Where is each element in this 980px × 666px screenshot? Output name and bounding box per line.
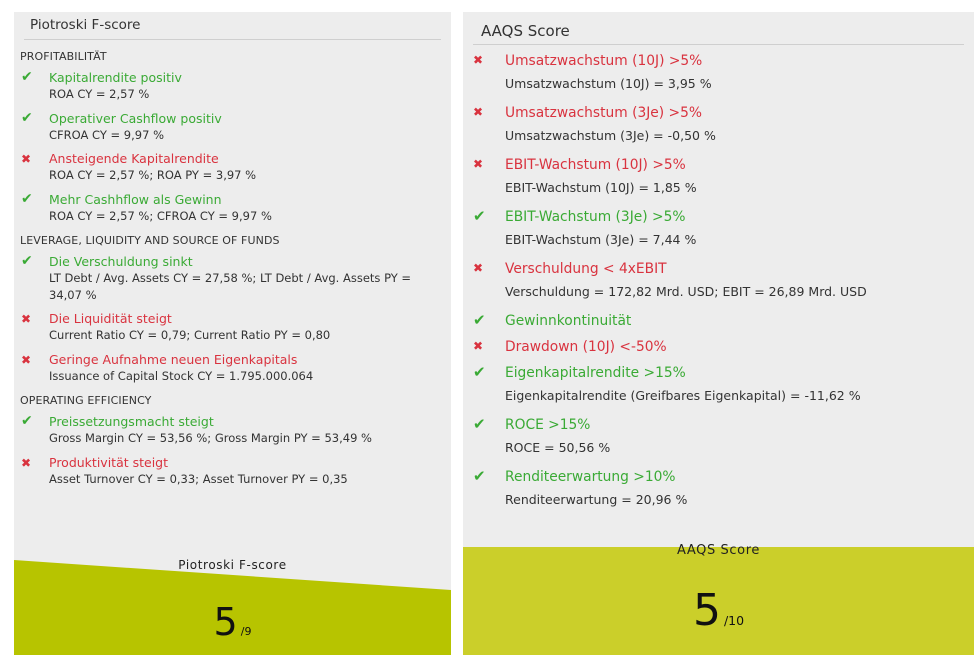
criterion-item: ✖ Produktivität steigt Asset Turnover CY =… — [14, 454, 451, 488]
criterion-detail: ROA CY = 2,57 %; CFROA CY = 9,97 % — [49, 208, 272, 223]
criterion-label: Produktivität steigt — [49, 454, 169, 470]
criterion-item: ✖ EBIT-Wachstum (10J) >5% EBIT-Wachstum (1… — [463, 155, 974, 198]
check-icon: ✔ — [21, 190, 33, 207]
section-heading: LEVERAGE, LIQUIDITY AND SOURCE OF FUNDS — [20, 234, 280, 247]
cross-icon: ✖ — [21, 152, 32, 166]
criterion-detail: Umsatzwachstum (3Je) = -0,50 % — [505, 128, 716, 143]
criterion-label: Geringe Aufnahme neuen Eigenkapitals — [49, 351, 298, 367]
piotroski-score-block: Piotroski F-score 5/9 — [14, 558, 451, 655]
criterion-item: ✔ Mehr Cashhflow als Gewinn ROA CY = 2,57 … — [14, 191, 451, 225]
criterion-item: ✔ Die Verschuldung sinkt LT Debt / Avg. As… — [14, 253, 451, 303]
cross-icon: ✖ — [473, 157, 484, 171]
section-heading: PROFITABILITÄT — [20, 50, 107, 63]
criterion-detail: EBIT-Wachstum (3Je) = 7,44 % — [505, 232, 697, 247]
criterion-item: ✖ Ansteigende Kapitalrendite ROA CY = 2,57… — [14, 150, 451, 184]
criterion-detail: Asset Turnover CY = 0,33; Asset Turnover… — [49, 471, 348, 486]
check-icon: ✔ — [473, 363, 486, 381]
aaqs-criteria: ✖ Umsatzwachstum (10J) >5% Umsatzwachstum … — [463, 51, 974, 510]
check-icon: ✔ — [473, 415, 486, 433]
aaqs-score-block: AAQS Score 5/10 — [463, 543, 974, 655]
cross-icon: ✖ — [21, 312, 32, 326]
criterion-detail: ROA CY = 2,57 % — [49, 87, 150, 101]
criterion-label: Die Verschuldung sinkt — [49, 254, 193, 269]
cross-icon: ✖ — [473, 261, 484, 275]
criterion-item: ✔ Gewinnkontinuität — [463, 311, 974, 331]
criterion-label: Operativer Cashflow positiv — [49, 110, 222, 126]
criterion-item: ✖ Umsatzwachstum (10J) >5% Umsatzwachstum … — [463, 51, 974, 94]
criterion-detail: ROCE = 50,56 % — [505, 440, 611, 455]
criterion-detail: Issuance of Capital Stock CY = 1.795.000… — [49, 368, 314, 383]
criterion-label: Renditeerwartung >10% — [505, 469, 676, 485]
criterion-label: Kapitalrendite positiv — [49, 70, 182, 85]
criterion-detail: CFROA CY = 9,97 % — [49, 127, 164, 142]
criterion-detail: ROA CY = 2,57 %; ROA PY = 3,97 % — [49, 168, 257, 182]
criterion-label: EBIT-Wachstum (3Je) >5% — [505, 209, 686, 225]
criterion-label: Umsatzwachstum (10J) >5% — [505, 53, 703, 69]
piotroski-score-bg — [14, 560, 451, 655]
check-icon: ✔ — [473, 311, 486, 329]
criterion-detail: Verschuldung = 172,82 Mrd. USD; EBIT = 2… — [505, 284, 867, 299]
criterion-detail: Gross Margin CY = 53,56 %; Gross Margin … — [49, 431, 372, 445]
criterion-item: ✖ Die Liquidität steigt Current Ratio CY =… — [14, 310, 451, 344]
aaqs-panel: AAQS Score ✖ Umsatzwachstum (10J) >5% Umsa… — [463, 12, 974, 655]
piotroski-criteria: PROFITABILITÄT ✔ Kapitalrendite positiv ROA… — [14, 50, 451, 487]
piotroski-score: 5/9 — [14, 600, 451, 644]
aaqs-score-value: 5 — [692, 585, 721, 636]
section-heading: OPERATING EFFICIENCY — [20, 394, 152, 407]
criterion-label: Verschuldung < 4xEBIT — [505, 261, 667, 277]
criterion-item: ✖ Drawdown (10J) <-50% — [463, 337, 974, 357]
criterion-label: Gewinnkontinuität — [505, 313, 632, 329]
criterion-item: ✔ EBIT-Wachstum (3Je) >5% EBIT-Wachstum (3… — [463, 207, 974, 250]
piotroski-title: Piotroski F-score — [24, 12, 441, 40]
criterion-item: ✔ Preissetzungsmacht steigt Gross Margin C… — [14, 413, 451, 447]
criterion-detail: EBIT-Wachstum (10J) = 1,85 % — [505, 180, 697, 195]
criterion-label: Drawdown (10J) <-50% — [505, 339, 667, 355]
cross-icon: ✖ — [21, 455, 32, 470]
criterion-label: ROCE >15% — [505, 417, 591, 433]
criterion-item: ✔ ROCE >15% ROCE = 50,56 % — [463, 415, 974, 458]
criterion-label: Preissetzungsmacht steigt — [49, 414, 214, 429]
aaqs-score-max: /10 — [723, 613, 745, 628]
piotroski-score-max: /9 — [240, 625, 252, 638]
aaqs-title: AAQS Score — [473, 12, 964, 45]
criterion-item: ✖ Verschuldung < 4xEBIT Verschuldung = 172… — [463, 259, 974, 302]
check-icon: ✔ — [21, 413, 33, 429]
criterion-detail: Eigenkapitalrendite (Greifbares Eigenkap… — [505, 388, 861, 403]
criterion-label: Eigenkapitalrendite >15% — [505, 365, 686, 381]
criterion-label: Mehr Cashhflow als Gewinn — [49, 191, 222, 207]
check-icon: ✔ — [473, 467, 486, 485]
criterion-detail: Current Ratio CY = 0,79; Current Ratio P… — [49, 328, 331, 342]
aaqs-score-bg — [463, 547, 974, 655]
cross-icon: ✖ — [473, 53, 484, 67]
piotroski-panel: Piotroski F-score PROFITABILITÄT ✔ Kapital… — [14, 12, 451, 655]
criterion-item: ✔ Eigenkapitalrendite >15% Eigenkapitalren… — [463, 363, 974, 406]
criterion-label: Ansteigende Kapitalrendite — [49, 151, 219, 166]
criterion-item: ✖ Geringe Aufnahme neuen Eigenkapitals Iss… — [14, 351, 451, 385]
criterion-item: ✔ Kapitalrendite positiv ROA CY = 2,57 % — [14, 69, 451, 103]
check-icon: ✔ — [21, 69, 33, 85]
criterion-label: Die Liquidität steigt — [49, 311, 172, 326]
criterion-item: ✔ Renditeerwartung >10% Renditeerwartung =… — [463, 467, 974, 510]
piotroski-score-label: Piotroski F-score — [178, 558, 287, 572]
cross-icon: ✖ — [21, 352, 32, 367]
check-icon: ✔ — [21, 109, 33, 126]
check-icon: ✔ — [21, 253, 33, 269]
cross-icon: ✖ — [473, 339, 484, 353]
aaqs-score: 5/10 — [463, 585, 974, 636]
criterion-item: ✖ Umsatzwachstum (3Je) >5% Umsatzwachstum … — [463, 103, 974, 146]
piotroski-score-value: 5 — [213, 600, 238, 644]
criterion-label: Umsatzwachstum (3Je) >5% — [505, 105, 703, 121]
check-icon: ✔ — [473, 207, 486, 225]
criterion-label: EBIT-Wachstum (10J) >5% — [505, 157, 686, 173]
criterion-detail: Umsatzwachstum (10J) = 3,95 % — [505, 76, 712, 91]
criterion-item: ✔ Operativer Cashflow positiv CFROA CY = 9… — [14, 110, 451, 144]
cross-icon: ✖ — [473, 105, 484, 119]
criterion-detail: LT Debt / Avg. Assets CY = 27,58 %; LT D… — [49, 271, 412, 302]
aaqs-score-label: AAQS Score — [677, 543, 760, 558]
criterion-detail: Renditeerwartung = 20,96 % — [505, 492, 688, 507]
